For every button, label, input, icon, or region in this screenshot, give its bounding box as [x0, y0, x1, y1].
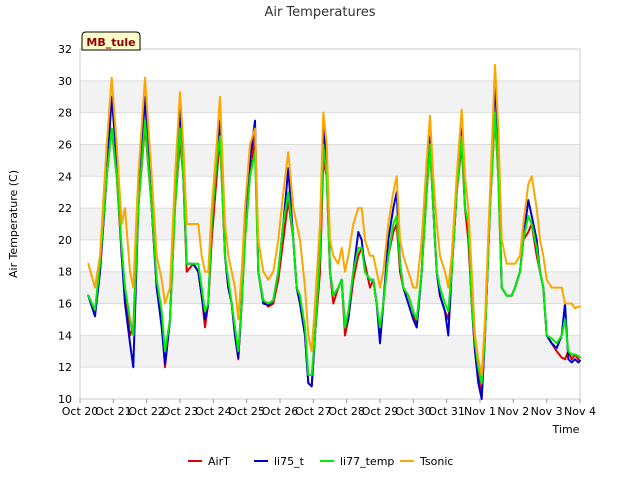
- legend-item-li77-temp: li77_temp: [320, 455, 394, 468]
- chart-title: Air Temperatures: [264, 5, 375, 20]
- x-tick-label: Oct 25: [228, 405, 265, 418]
- legend-item-tsonic: Tsonic: [400, 455, 453, 468]
- series-line-tsonic: [87, 63, 581, 377]
- x-tick-label: Nov 3: [531, 405, 563, 418]
- y-axis-label: Air Temperature (C): [7, 170, 20, 278]
- legend-label: Tsonic: [419, 455, 453, 468]
- legend: AirT li75_t li77_temp Tsonic: [188, 455, 453, 468]
- station-badge: MB_tule: [81, 31, 141, 51]
- y-tick-label: 10: [58, 393, 72, 406]
- x-tick-label: Oct 24: [195, 405, 232, 418]
- y-tick-label: 32: [58, 43, 72, 56]
- y-tick-label: 12: [58, 361, 72, 374]
- grid-band: [80, 112, 580, 145]
- grid-band: [80, 176, 580, 209]
- y-tick-label: 22: [58, 202, 72, 215]
- y-tick-label: 14: [58, 329, 72, 342]
- x-tick-label: Oct 30: [395, 405, 432, 418]
- legend-label: li77_temp: [340, 455, 394, 468]
- plot-frame: [79, 48, 581, 400]
- grid-band: [80, 144, 580, 177]
- x-axis-label: Time: [552, 423, 580, 436]
- y-tick-label: 18: [58, 266, 72, 279]
- legend-label: AirT: [208, 455, 230, 468]
- grid-band: [80, 367, 580, 399]
- station-badge-shape: [81, 31, 141, 51]
- x-tick-label: Oct 23: [162, 405, 199, 418]
- x-tick-label: Oct 28: [328, 405, 365, 418]
- y-tick-label: 24: [58, 170, 72, 183]
- x-tick-label: Nov 2: [497, 405, 529, 418]
- grid-band: [80, 335, 580, 368]
- legend-label: li75_t: [274, 455, 305, 468]
- x-tick-label: Oct 31: [428, 405, 465, 418]
- y-tick-label: 30: [58, 75, 72, 88]
- station-badge-label: MB_tule: [86, 36, 135, 49]
- grid-band: [80, 49, 580, 81]
- legend-item-li75-t: li75_t: [254, 455, 305, 468]
- x-tick-label: Oct 21: [95, 405, 132, 418]
- x-tick-label: Oct 20: [62, 405, 99, 418]
- x-tick-label: Oct 26: [262, 405, 299, 418]
- y-tick-label: 28: [58, 107, 72, 120]
- x-tick-label: Oct 22: [128, 405, 165, 418]
- y-axis-ticks: 10 12 14 16 18 20 22 24 26 28 30 32: [58, 43, 72, 406]
- grid-band: [80, 80, 580, 113]
- x-tick-label: Oct 27: [295, 405, 332, 418]
- series-line-li77-temp: [87, 111, 581, 385]
- y-tick-label: 16: [58, 298, 72, 311]
- series-lines: [87, 63, 581, 400]
- legend-item-airt: AirT: [188, 455, 230, 468]
- y-tick-label: 26: [58, 138, 72, 151]
- y-tick-label: 20: [58, 234, 72, 247]
- x-tick-label: Nov 1: [464, 405, 496, 418]
- x-tick-label: Nov 4: [564, 405, 596, 418]
- x-tick-label: Oct 29: [362, 405, 399, 418]
- grid-band: [80, 303, 580, 336]
